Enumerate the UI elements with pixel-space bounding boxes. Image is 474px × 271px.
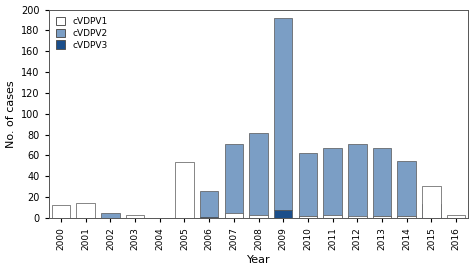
Bar [126,215,144,218]
Bar [299,216,317,218]
Bar [274,210,292,218]
Bar [397,161,416,216]
Legend: cVDPV1, cVDPV2, cVDPV3: cVDPV1, cVDPV2, cVDPV3 [53,14,110,52]
Bar [323,148,342,216]
Bar [200,217,219,218]
Bar [299,216,317,218]
Bar [373,216,391,218]
Bar [101,213,119,218]
Bar [447,215,465,218]
Bar [225,217,243,218]
Bar [274,18,292,210]
Bar [225,213,243,218]
Bar [422,204,441,217]
Bar [323,215,342,218]
Y-axis label: No. of cases: No. of cases [6,80,16,148]
X-axis label: Year: Year [247,256,270,265]
Bar [348,144,366,217]
Bar [225,144,243,217]
Bar [175,162,194,218]
Bar [52,205,70,218]
Bar [373,216,391,218]
Bar [397,216,416,218]
Bar [397,216,416,218]
Bar [422,186,441,218]
Bar [76,204,95,218]
Bar [348,216,366,218]
Bar [422,217,441,218]
Bar [249,215,268,218]
Bar [323,216,342,218]
Bar [373,148,391,216]
Bar [200,191,219,217]
Bar [299,153,317,216]
Bar [348,217,366,218]
Bar [249,133,268,218]
